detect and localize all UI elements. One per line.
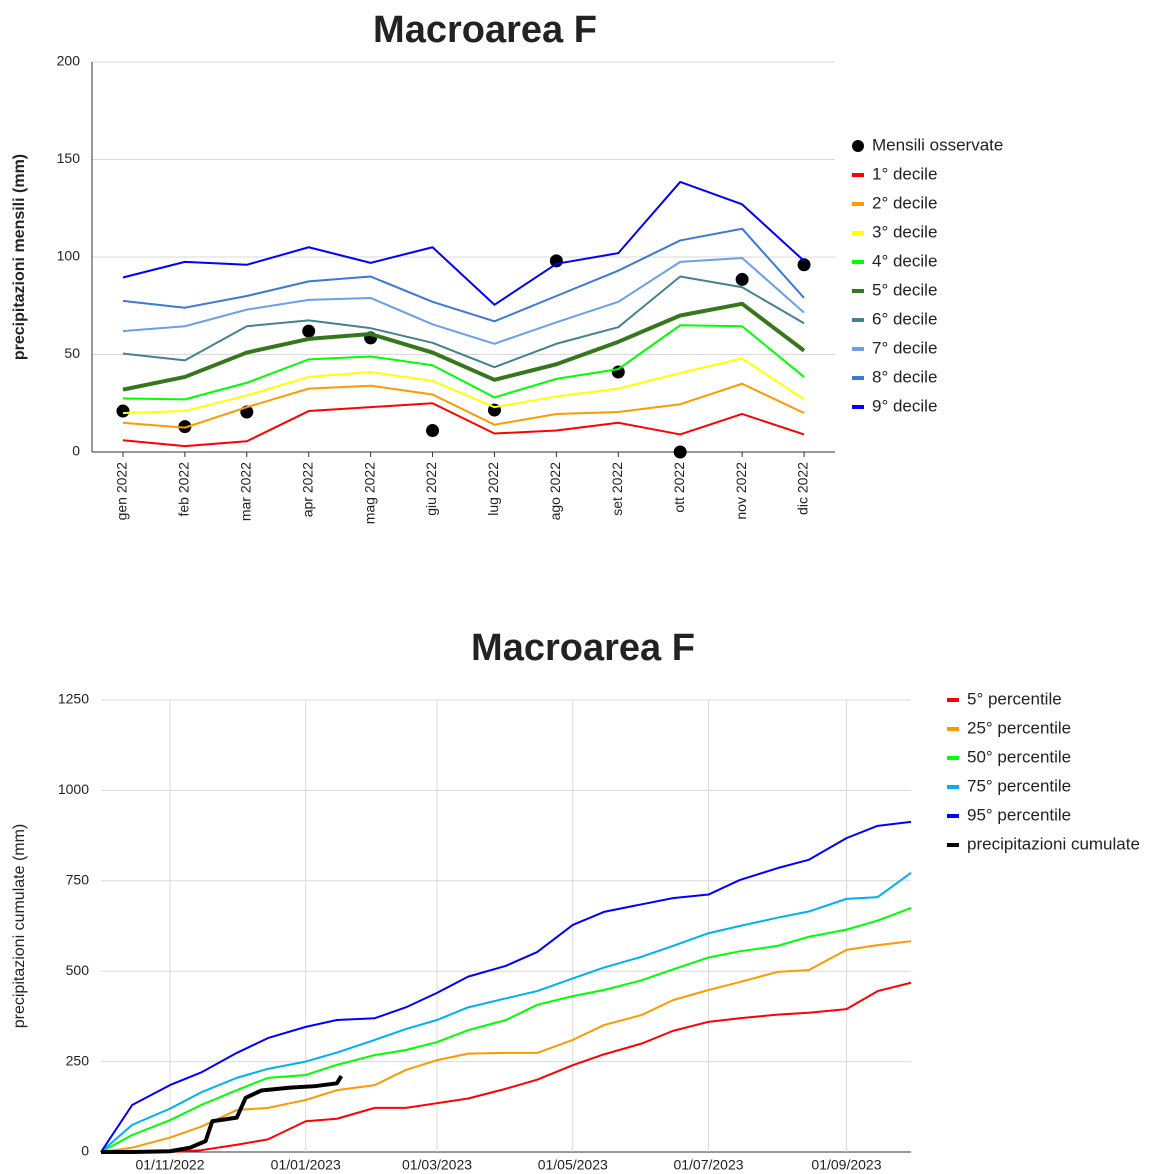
y-tick-label: 1000 (58, 781, 89, 797)
chart-title: Macroarea F (373, 9, 597, 51)
y-axis-label: precipitazioni mensili (mm) (11, 154, 28, 360)
legend-label: 5° percentile (967, 689, 1062, 708)
series-line (122, 301, 806, 392)
legend-label: 25° percentile (967, 718, 1071, 737)
legend-label: 3° decile (872, 222, 937, 241)
x-tick-label: 01/01/2023 (271, 1157, 341, 1173)
x-tick-label: 01/11/2022 (135, 1157, 204, 1173)
observed-point (797, 258, 811, 272)
x-tick-label: 01/07/2023 (673, 1157, 743, 1173)
observed-point (116, 404, 130, 418)
y-tick-label: 250 (66, 1052, 90, 1068)
series-line (101, 981, 912, 1153)
y-tick-label: 500 (66, 962, 90, 978)
x-tick-label: feb 2022 (176, 462, 192, 517)
series-line (100, 872, 912, 1153)
x-tick-label: giu 2022 (423, 462, 439, 516)
observed-point (302, 324, 316, 338)
legend-label: 4° decile (872, 251, 937, 270)
series-line (100, 820, 912, 1153)
x-tick-label: nov 2022 (733, 462, 749, 520)
series-line (100, 940, 912, 1153)
chart-title: Macroarea F (471, 627, 695, 669)
series-line (122, 357, 805, 414)
series-line (122, 402, 805, 448)
series-line (122, 180, 805, 306)
x-tick-label: lug 2022 (485, 462, 501, 516)
observed-point (735, 272, 749, 286)
observed-point (611, 365, 625, 379)
series-line (122, 382, 805, 429)
y-axis-label: precipitazioni cumulate (mm) (11, 824, 28, 1029)
legend-label: 9° decile (872, 396, 937, 415)
legend-label: 75° percentile (967, 776, 1071, 795)
series-line (122, 227, 805, 323)
y-tick-label: 100 (57, 248, 81, 264)
x-tick-label: mag 2022 (361, 462, 377, 524)
observed-point (673, 445, 687, 459)
x-tick-label: 01/03/2023 (402, 1157, 472, 1173)
legend-label: precipitazioni cumulate (967, 834, 1140, 853)
legend-label: Mensili osservate (872, 135, 1003, 154)
y-tick-label: 0 (72, 443, 80, 459)
observed-point (426, 424, 440, 438)
legend-label: 50° percentile (967, 747, 1071, 766)
series-line (122, 256, 805, 345)
legend-marker (852, 140, 864, 152)
x-tick-label: 01/09/2023 (811, 1157, 881, 1173)
legend-label: 2° decile (872, 193, 937, 212)
legend-label: 1° decile (872, 164, 937, 183)
x-tick-label: ago 2022 (547, 462, 563, 521)
x-tick-label: mar 2022 (237, 462, 253, 521)
x-tick-label: apr 2022 (299, 462, 315, 517)
series-line (122, 275, 805, 369)
y-tick-label: 0 (81, 1143, 89, 1159)
legend-label: 8° decile (872, 367, 937, 386)
x-tick-label: dic 2022 (795, 462, 811, 515)
series-line (122, 324, 805, 401)
y-tick-label: 200 (57, 53, 81, 69)
y-tick-label: 150 (57, 150, 81, 166)
y-tick-label: 750 (66, 872, 90, 888)
x-tick-label: ott 2022 (671, 462, 687, 513)
x-tick-label: set 2022 (609, 462, 625, 516)
y-tick-label: 1250 (58, 691, 89, 707)
x-tick-label: 01/05/2023 (538, 1157, 608, 1173)
x-tick-label: gen 2022 (114, 462, 130, 521)
legend-label: 95° percentile (967, 805, 1071, 824)
y-tick-label: 50 (64, 345, 80, 361)
legend-label: 5° decile (872, 280, 937, 299)
series-line (101, 1075, 344, 1154)
legend-label: 6° decile (872, 309, 937, 328)
legend-label: 7° decile (872, 338, 937, 357)
series-line (100, 906, 912, 1153)
observed-point (549, 254, 563, 268)
